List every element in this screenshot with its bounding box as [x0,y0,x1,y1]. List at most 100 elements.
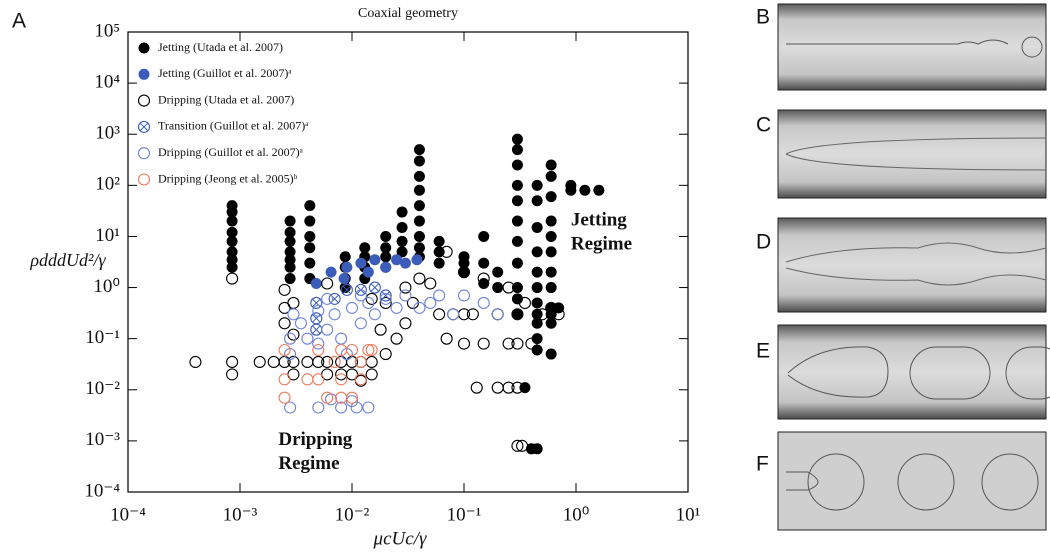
point-cross [342,285,352,295]
point-dot [477,337,490,350]
point [492,282,504,294]
point [362,296,375,309]
point-dot [424,296,437,309]
point [304,257,316,269]
point-dot [362,343,375,357]
point-dot [294,317,307,330]
point-dot [321,292,334,305]
point [365,292,378,305]
point [345,395,359,408]
point-dot [511,195,523,207]
point-dot [380,242,392,254]
y-tick-label: 10⁻² [85,378,120,399]
panel-label: F [756,453,769,476]
point [380,230,392,242]
point-dot [137,120,151,133]
point-dot [433,289,446,302]
point [511,235,523,247]
point-dot [335,355,348,369]
point [321,292,334,305]
panel-label: C [756,114,771,137]
point [545,246,557,258]
point-dot [328,292,341,305]
point [325,266,337,278]
point-dot [413,170,425,182]
point [362,343,375,357]
point-dot [345,391,359,404]
point-dot [545,301,558,314]
point [284,235,296,247]
point [354,289,367,302]
point [284,226,296,238]
point-dot [226,206,238,218]
point-dot [433,235,445,247]
point [511,195,523,207]
point [312,401,325,414]
point-dot [424,277,437,290]
point-dot [362,266,374,278]
point [545,170,557,182]
point [413,272,426,285]
point [390,301,403,314]
point-dot [545,266,557,278]
x-tick-label: 10⁰ [563,504,590,525]
y-tick-label: 10³ [95,123,120,144]
point-dot [284,332,297,345]
point [287,296,300,309]
point-dot [511,439,524,452]
point [278,343,291,357]
point [362,266,374,278]
point [304,200,316,212]
point-dot [413,242,425,254]
point [511,159,523,171]
point [380,261,392,273]
legend-label: Transition (Guillot et al. 2007)ᵃ [158,119,309,133]
point-dot [399,281,412,294]
legend-label: Dripping (Jeong et al. 2005)ᵇ [158,171,298,185]
point-dot [138,68,150,80]
point-dot [304,242,316,254]
panel-label: D [756,231,771,254]
point-dot [458,257,470,269]
point [511,308,523,320]
point-dot [531,282,543,294]
annotation: Dripping [278,429,352,450]
point [304,230,316,242]
point-dot [341,261,353,273]
point [345,343,359,357]
point [304,215,316,227]
point-dot [536,308,549,321]
point-dot [518,296,531,309]
point [365,343,378,357]
point [350,401,363,414]
point-dot [328,355,341,369]
point-dot [278,343,291,357]
point [478,257,490,269]
point [312,343,325,357]
micrographs [777,3,1050,531]
point [511,381,524,394]
point [312,304,325,317]
point-dot [354,289,367,302]
point-dot [287,355,300,369]
point [531,317,543,329]
point-dot [301,332,314,345]
point-dot [511,257,523,269]
point-dot [531,179,543,191]
legend-label: Jetting (Guillot et al. 2007)ᵃ [158,66,292,80]
point-dot [267,355,280,369]
point-dot [345,395,359,408]
point [545,191,557,203]
point-dot [413,230,425,242]
x-tick-label: 10¹ [676,504,701,525]
point-dot [457,337,471,350]
point-dot [579,184,591,196]
point-dot [328,308,341,321]
point [433,257,445,269]
point [458,257,470,269]
point-dot [565,184,577,196]
point [531,297,543,309]
point-dot [226,235,238,247]
point [312,355,325,369]
